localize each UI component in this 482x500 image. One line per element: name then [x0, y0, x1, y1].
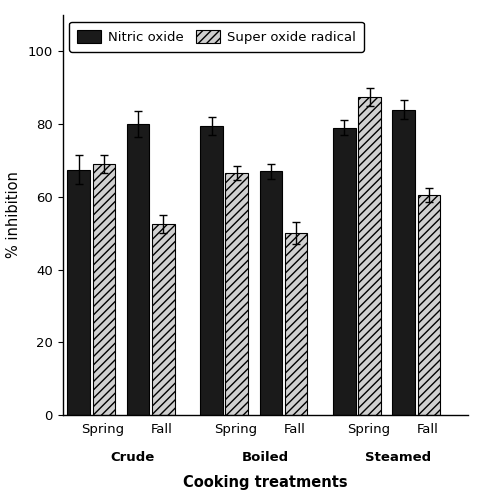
Bar — [93, 164, 115, 415]
Bar — [260, 172, 282, 415]
Y-axis label: % inhibition: % inhibition — [6, 172, 21, 258]
Bar — [226, 173, 248, 415]
Text: Crude: Crude — [110, 452, 154, 464]
Bar — [152, 224, 174, 415]
Bar — [201, 126, 223, 415]
X-axis label: Cooking treatments: Cooking treatments — [183, 474, 348, 490]
Legend: Nitric oxide, Super oxide radical: Nitric oxide, Super oxide radical — [69, 22, 363, 52]
Bar — [67, 170, 90, 415]
Bar — [285, 233, 308, 415]
Text: Boiled: Boiled — [241, 452, 289, 464]
Bar — [392, 110, 415, 415]
Bar — [333, 128, 356, 415]
Bar — [358, 97, 381, 415]
Text: Steamed: Steamed — [365, 452, 431, 464]
Bar — [127, 124, 149, 415]
Bar — [417, 195, 440, 415]
